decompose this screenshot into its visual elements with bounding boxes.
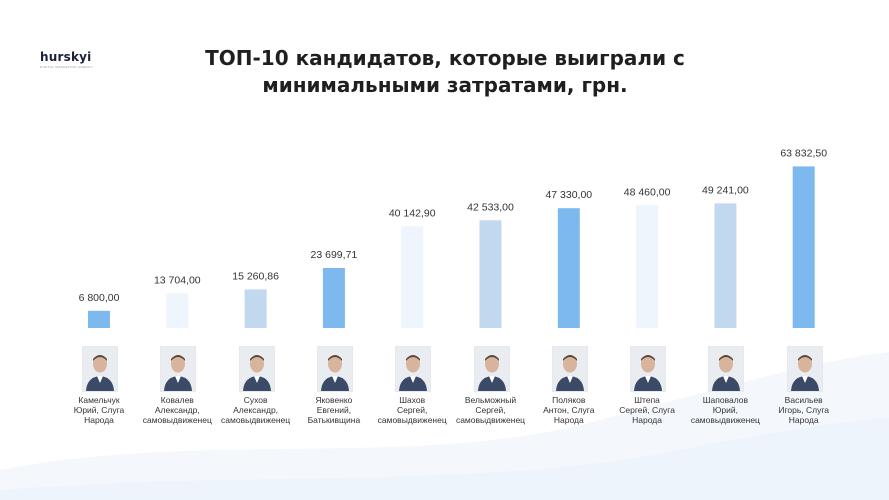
candidate-label-line: Камельчук (78, 395, 120, 405)
candidate-label-line: Юрий, Слуга (73, 405, 125, 415)
candidate-label-line: Народа (788, 415, 819, 425)
candidate-label-10: Васильев Игорь, Слуга Народа (759, 395, 849, 425)
data-label-1: 6 800,00 (79, 292, 120, 304)
candidate-label-line: Яковенко (315, 395, 353, 405)
bar-8 (636, 205, 659, 328)
candidate-label-6: Вельможный Сергей, самовыдвиженец (446, 395, 536, 425)
data-label-8: 48 460,00 (624, 186, 671, 198)
person-photo-icon (473, 346, 510, 392)
data-label-2: 13 704,00 (154, 274, 201, 286)
data-label-3: 15 260,86 (232, 270, 279, 282)
logo-brand: hurskyi (40, 50, 92, 64)
candidate-label-line: самовыдвиженец (377, 415, 447, 425)
candidate-label-line: Народа (553, 415, 584, 425)
candidate-label-line: Ковалев (160, 395, 194, 405)
candidate-label-1: Камельчук Юрий, Слуга Народа (54, 395, 144, 425)
bar-10 (792, 166, 815, 328)
person-photo-icon (238, 346, 275, 392)
candidate-label-line: Шаповалов (702, 395, 749, 405)
candidate-label-2: Ковалев Александр, самовыдвиженец (132, 395, 222, 425)
candidate-label-line: Александр, (154, 405, 200, 415)
bar-2 (166, 293, 189, 328)
logo-tagline: DIGITAL MARKETING AGENCY (40, 65, 93, 69)
person-photo-icon (160, 346, 197, 392)
person-photo-icon (551, 346, 588, 392)
candidate-label-line: самовыдвиженец (690, 415, 760, 425)
candidate-label-5: Шахов Сергей, самовыдвиженец (367, 395, 457, 425)
candidate-label-line: Евгений, (316, 405, 352, 415)
candidate-label-line: Народа (632, 415, 662, 425)
candidate-label-line: самовыдвиженец (221, 415, 291, 425)
candidate-label-line: Сергей, Слуга (619, 405, 675, 415)
candidate-label-line: Сергей, (397, 405, 428, 415)
candidate-label-line: Сухов (243, 395, 268, 405)
candidate-label-line: Юрий, (712, 405, 738, 415)
candidate-label-line: Батькивщина (307, 415, 361, 425)
candidate-label-line: Вельможный (464, 395, 517, 405)
bar-3 (244, 289, 267, 328)
candidate-label-3: Сухов Александр, самовыдвиженец (211, 395, 301, 425)
chart-title: ТОП-10 кандидатов, которые выиграли с ми… (205, 46, 685, 97)
candidate-label-line: Александр, (233, 405, 279, 415)
person-photo-icon (82, 346, 118, 392)
candidate-label-line: Сергей, (475, 405, 506, 415)
data-label-10: 63 832,50 (780, 147, 827, 159)
bar-5 (401, 226, 424, 328)
candidate-label-line: Антон, Слуга (543, 405, 595, 415)
candidate-label-8: Штепа Сергей, Слуга Народа (602, 395, 692, 425)
person-photo-icon (786, 346, 823, 392)
candidate-label-line: Шахов (399, 395, 426, 405)
data-label-6: 42 533,00 (467, 201, 514, 213)
candidate-label-line: Васильев (784, 395, 823, 405)
candidate-label-4: Яковенко Евгений, Батькивщина (289, 395, 379, 425)
logo: hurskyi DIGITAL MARKETING AGENCY (40, 50, 93, 69)
bar-6 (479, 220, 502, 328)
data-label-4: 23 699,71 (311, 249, 358, 261)
person-photo-icon (708, 346, 745, 392)
bar-4 (322, 268, 345, 328)
data-label-5: 40 142,90 (389, 207, 436, 219)
bar-9 (714, 203, 737, 328)
person-photo-icon (630, 346, 667, 392)
data-label-7: 47 330,00 (545, 189, 592, 201)
candidate-label-line: Игорь, Слуга (778, 405, 829, 415)
bar-1 (88, 310, 110, 328)
candidate-label-9: Шаповалов Юрий, самовыдвиженец (680, 395, 770, 425)
candidate-label-line: самовыдвиженец (142, 415, 212, 425)
data-label-9: 49 241,00 (702, 184, 749, 196)
candidate-label-line: самовыдвиженец (455, 415, 526, 425)
candidate-label-line: Штепа (634, 395, 660, 405)
person-photo-icon (316, 346, 353, 392)
candidate-label-7: Поляков Антон, Слуга Народа (524, 395, 614, 425)
candidate-label-line: Народа (84, 415, 114, 425)
candidate-label-line: Поляков (552, 395, 586, 405)
bar-7 (557, 208, 580, 328)
person-photo-icon (395, 346, 432, 392)
